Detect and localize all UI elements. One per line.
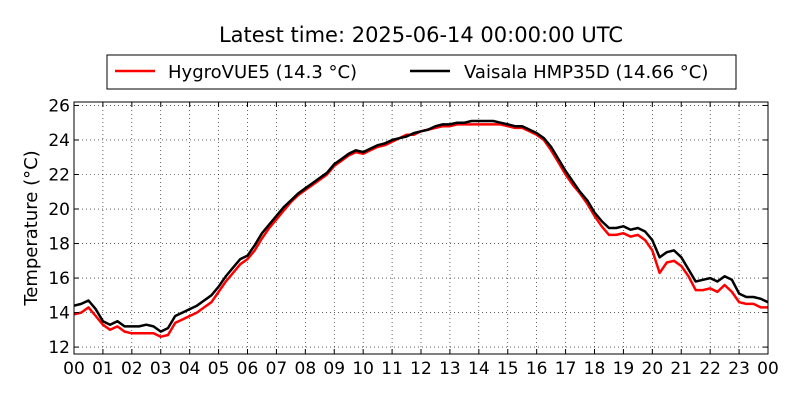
series-lines [73,119,769,338]
x-tick-label: 06 [237,359,259,379]
y-tick-label: 24 [48,131,70,151]
x-tick-label: 01 [92,359,114,379]
x-tick-label: 22 [699,359,721,379]
x-tick-label: 20 [642,359,664,379]
axis-ticks: 00 01 02 03 04 05 06 07 08 09 10 11 12 13 14 15 16 17 18 19… [48,96,778,379]
legend-label-vaisala: Vaisala HMP35D (14.66 °C) [464,62,708,83]
x-tick-label: 17 [555,359,577,379]
x-tick-label: 21 [670,359,692,379]
x-tick-label: 14 [468,359,490,379]
chart-title: Latest time: 2025-06-14 00:00:00 UTC [219,23,623,47]
x-tick-label: 07 [266,359,288,379]
x-tick-label: 09 [323,359,345,379]
x-tick-label: 03 [150,359,172,379]
grid [74,102,768,354]
x-tick-label: 05 [208,359,230,379]
x-tick-label: 00 [63,359,85,379]
y-tick-label: 20 [48,200,70,220]
legend-label-hygrovue5: HygroVUE5 (14.3 °C) [168,62,357,83]
y-tick-label: 26 [48,96,70,116]
x-tick-label: 19 [613,359,635,379]
x-tick-label: 12 [410,359,432,379]
x-tick-label: 15 [497,359,519,379]
x-tick-label: 10 [352,359,374,379]
x-tick-label: 04 [179,359,201,379]
x-tick-label: 02 [121,359,143,379]
series-line-vaisala [73,119,769,333]
y-axis-label: Temperature (°C) [21,150,42,306]
x-tick-label: 08 [295,359,317,379]
x-tick-label: 18 [584,359,606,379]
y-tick-label: 16 [48,269,70,289]
y-tick-label: 12 [48,338,70,358]
x-tick-label: 00 [757,359,779,379]
x-tick-label: 23 [728,359,750,379]
x-tick-label: 13 [439,359,461,379]
y-tick-label: 18 [48,235,70,255]
x-tick-label: 16 [526,359,548,379]
y-tick-label: 14 [48,304,70,324]
legend: HygroVUE5 (14.3 °C) Vaisala HMP35D (14.6… [106,54,737,90]
y-tick-label: 22 [48,165,70,185]
x-tick-label: 11 [381,359,403,379]
